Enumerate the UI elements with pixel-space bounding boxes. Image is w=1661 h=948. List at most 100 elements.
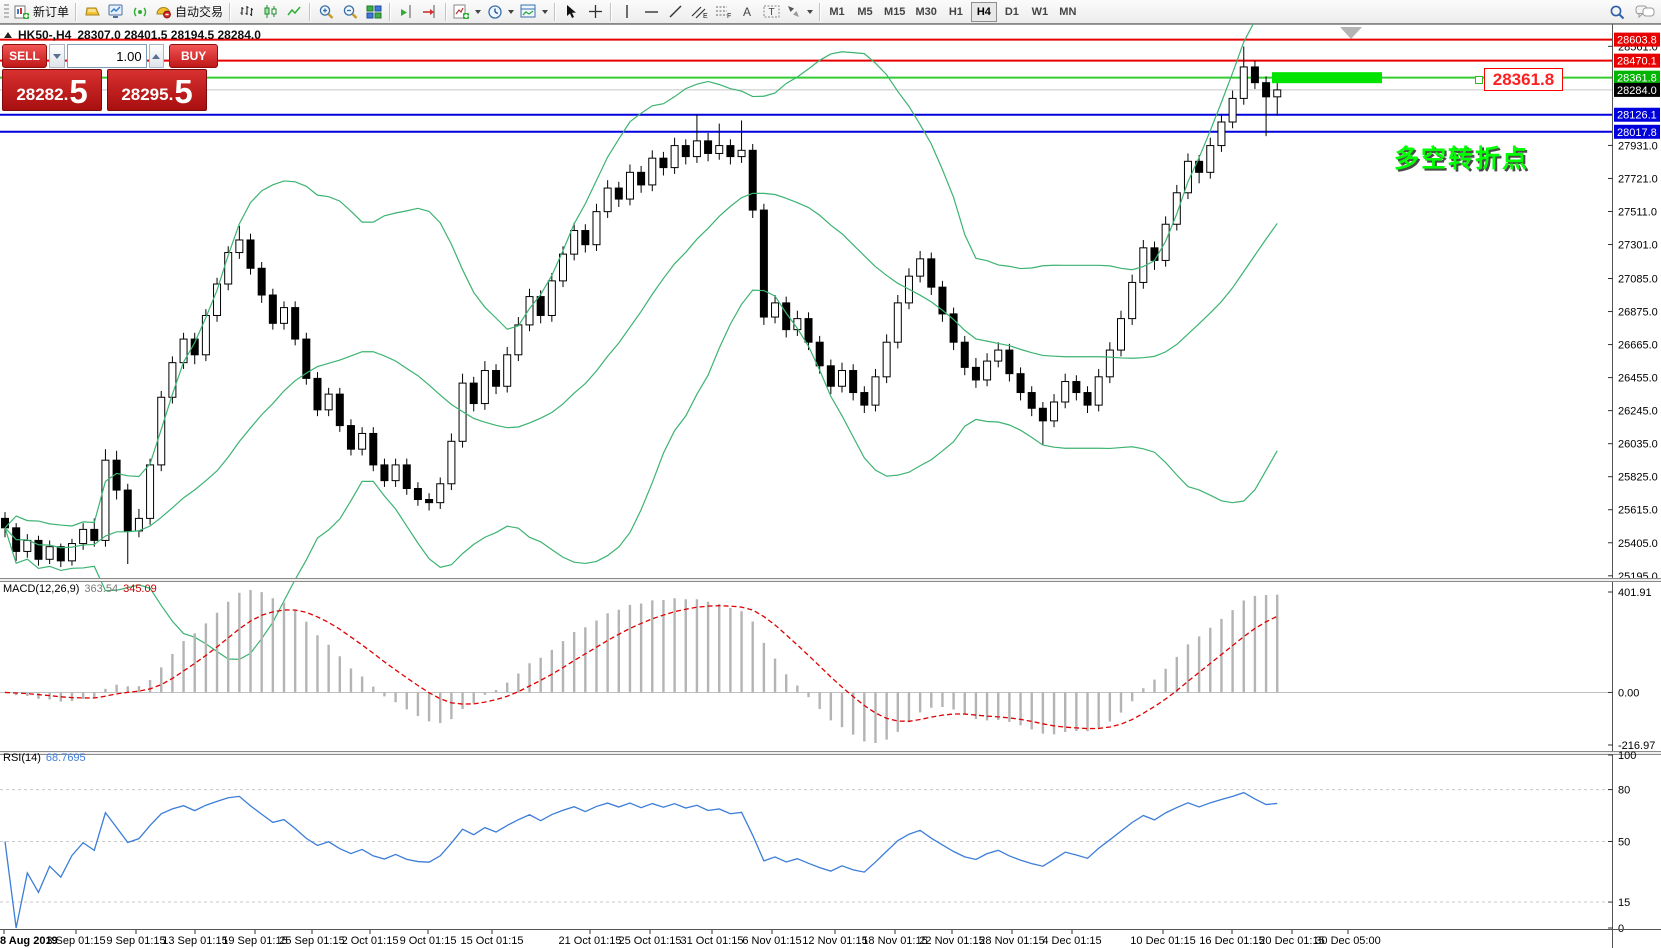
crosshair-button[interactable]: [583, 1, 607, 23]
line-chart-icon: [286, 6, 301, 16]
bull-candle: [1105, 349, 1114, 378]
data-window-button[interactable]: [104, 1, 128, 23]
timeframe-w1[interactable]: W1: [1027, 2, 1053, 22]
volume-decrease-button[interactable]: [48, 44, 65, 68]
bear-candle: [1150, 247, 1159, 261]
toolbar-grip[interactable]: [4, 3, 9, 20]
fibonacci-icon: F: [715, 6, 731, 19]
bear-candle: [257, 267, 266, 296]
timeframe-mn[interactable]: MN: [1055, 2, 1081, 22]
templates-button[interactable]: [517, 1, 551, 23]
timeframe-m5[interactable]: M5: [852, 2, 878, 22]
collapse-quote-panel-icon[interactable]: [4, 32, 12, 38]
tile-windows-button[interactable]: [362, 1, 386, 23]
bull-candle: [559, 253, 567, 282]
vertical-line-button[interactable]: [615, 1, 639, 23]
zoom-in-button[interactable]: [314, 1, 338, 23]
text-label-button[interactable]: T: [759, 1, 783, 23]
autotrading-button[interactable]: 自动交易: [152, 1, 226, 23]
timeframe-m15[interactable]: M15: [880, 2, 909, 22]
bear-candle: [849, 370, 858, 394]
price-tick-label: 25405.0: [1618, 538, 1658, 550]
price-level-flag: [1614, 107, 1660, 122]
price-tick-label: 27085.0: [1618, 274, 1658, 286]
fibonacci-button[interactable]: F: [711, 1, 735, 23]
search-icon[interactable]: [1609, 4, 1625, 20]
cursor-button[interactable]: [559, 1, 583, 23]
timeframe-d1[interactable]: D1: [999, 2, 1025, 22]
price-callout-handle[interactable]: [1475, 76, 1483, 84]
bull-candle: [67, 543, 76, 562]
bear-candle: [704, 140, 713, 154]
bear-candle: [1038, 407, 1047, 422]
chart-canvas[interactable]: 28561.027931.027721.027511.027301.027085…: [0, 24, 1661, 948]
svg-text:A: A: [743, 5, 751, 19]
price-tick-label: 25615.0: [1618, 505, 1658, 517]
timeframe-m1[interactable]: M1: [824, 2, 850, 22]
text-tool-button[interactable]: A: [735, 1, 759, 23]
equidistant-channel-button[interactable]: E: [687, 1, 711, 23]
timeframe-m30[interactable]: M30: [911, 2, 940, 22]
bear-candle: [826, 365, 835, 387]
sell-price-display[interactable]: 28282. 5: [2, 69, 102, 111]
bear-candle: [246, 239, 255, 269]
cursor-icon: [567, 5, 577, 18]
price-tick-label: 27301.0: [1618, 240, 1658, 252]
price-level-flag: [1614, 53, 1660, 68]
bull-candle: [893, 302, 902, 343]
buy-button[interactable]: BUY: [169, 44, 219, 68]
arrows-dropdown-caret[interactable]: [807, 9, 814, 14]
chart-symbol-period: HK50-,H4: [18, 28, 72, 42]
time-axis-label: 25 Oct 01:15: [619, 935, 682, 947]
sell-button[interactable]: SELL: [2, 44, 47, 68]
market-watch-button[interactable]: [80, 1, 104, 23]
bull-candle: [983, 360, 992, 381]
bear-candle: [112, 459, 121, 491]
bull-candle: [1172, 192, 1181, 225]
bull-candle: [715, 145, 724, 154]
bear-candle: [804, 318, 813, 343]
bear-candle: [268, 294, 277, 324]
chat-icon[interactable]: [1635, 4, 1655, 19]
periods-dropdown-caret[interactable]: [508, 9, 515, 14]
rsi-line: [4, 791, 1278, 929]
bull-candle: [1273, 89, 1282, 98]
bull-candle: [871, 376, 880, 406]
volume-increase-button[interactable]: [148, 44, 165, 68]
bull-candle: [447, 440, 456, 485]
signals-button[interactable]: [128, 1, 152, 23]
bear-candle: [469, 382, 478, 405]
bar-chart-button[interactable]: [234, 1, 258, 23]
trendline-button[interactable]: [663, 1, 687, 23]
auto-scroll-button[interactable]: [394, 1, 418, 23]
horizontal-line-button[interactable]: [639, 1, 663, 23]
chart-shift-button[interactable]: [418, 1, 442, 23]
timeframe-h1[interactable]: H1: [943, 2, 969, 22]
price-callout-label[interactable]: 28361.8: [1484, 68, 1563, 91]
volume-input[interactable]: [66, 44, 147, 68]
one-click-trading-panel: SELL BUY 28282.5 28295.5: [2, 44, 219, 111]
arrows-tool-button[interactable]: [783, 1, 816, 23]
templates-dropdown-caret[interactable]: [542, 9, 549, 14]
rsi-indicator-label: RSI(14) 68.7695: [3, 752, 86, 764]
candlestick-chart-button[interactable]: [258, 1, 282, 23]
zoom-out-button[interactable]: [338, 1, 362, 23]
chart-shift-marker[interactable]: [1340, 27, 1362, 39]
bear-candle: [369, 432, 378, 466]
indicators-dropdown-caret[interactable]: [475, 9, 482, 14]
chart-title: HK50-,H4 28307.0 28401.5 28194.5 28284.0: [4, 28, 261, 42]
line-chart-button[interactable]: [282, 1, 306, 23]
price-level-flag-text: 28284.0: [1617, 85, 1657, 97]
periods-button[interactable]: [484, 1, 517, 23]
timeframe-h4[interactable]: H4: [970, 1, 997, 22]
main-toolbar: 新订单: [0, 0, 1661, 24]
buy-price-display[interactable]: 28295. 5: [107, 69, 207, 111]
time-axis-label: 13 Sep 01:15: [162, 935, 227, 947]
text-label-icon: T: [763, 5, 780, 18]
time-axis-label: 3 Sep 01:15: [46, 935, 105, 947]
indicators-button[interactable]: [450, 1, 484, 23]
bull-candle: [101, 459, 110, 541]
bear-candle: [34, 539, 43, 560]
new-order-button[interactable]: 新订单: [11, 1, 72, 23]
templates-icon: [520, 4, 536, 18]
